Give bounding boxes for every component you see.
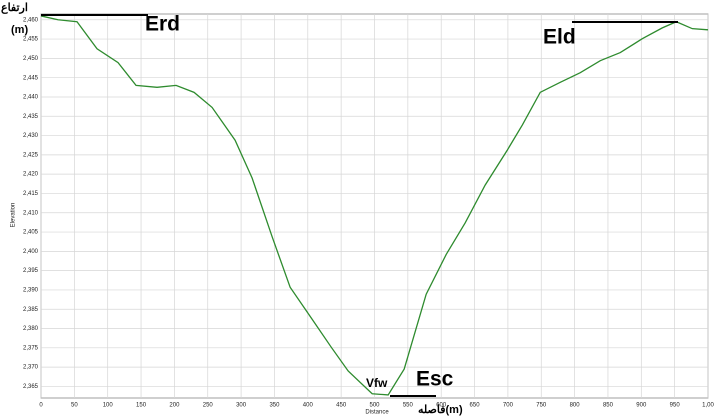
y-tick-label: 2,400 xyxy=(23,249,39,255)
x-tick-label: 1,00 xyxy=(702,403,714,409)
y-tick-label: 2,365 xyxy=(23,384,39,390)
grid xyxy=(40,14,709,398)
x-tick-label: 750 xyxy=(536,403,547,409)
x-tick-label: 400 xyxy=(303,403,314,409)
y-tick-label: 2,375 xyxy=(23,345,39,351)
x-tick-label: 350 xyxy=(269,403,280,409)
x-tick-label: 300 xyxy=(236,403,247,409)
y-unit: (m) xyxy=(11,24,28,36)
x-tick-label: 50 xyxy=(71,403,78,409)
y-axis-title: Elevation xyxy=(11,203,17,228)
x-tick-label: 200 xyxy=(169,403,180,409)
y-tick-label: 2,385 xyxy=(23,307,39,313)
y-tick-label: 2,435 xyxy=(23,114,39,120)
y-tick-label: 2,395 xyxy=(23,268,39,274)
y-tick-label: 2,410 xyxy=(23,210,39,216)
erd-label: Erd xyxy=(145,13,180,36)
x-tick-label: 950 xyxy=(670,403,681,409)
x-tick-label: 500 xyxy=(369,403,380,409)
y-tick-label: 2,420 xyxy=(23,172,39,178)
y-tick-label: 2,440 xyxy=(23,95,39,101)
profile-line xyxy=(40,15,709,396)
y-tick-label: 2,445 xyxy=(23,75,39,81)
x-tick-label: 550 xyxy=(403,403,414,409)
x-tick-label: 150 xyxy=(136,403,147,409)
vfw-label: Vfw xyxy=(366,376,388,390)
y-tick-label: 2,390 xyxy=(23,288,39,294)
x-tick-label: 600 xyxy=(436,403,447,409)
y-tick-label: 2,450 xyxy=(23,56,39,62)
y-tick-label: 2,405 xyxy=(23,230,39,236)
x-tick-label: 800 xyxy=(570,403,581,409)
x-tick-label: 450 xyxy=(336,403,347,409)
x-tick-label: 0 xyxy=(39,403,43,409)
y-unit-fa: ارتفاع xyxy=(1,2,28,14)
x-tick-label: 250 xyxy=(203,403,214,409)
y-tick-label: 2,380 xyxy=(23,326,39,332)
y-tick-label: 2,455 xyxy=(23,37,39,43)
x-tick-label: 700 xyxy=(503,403,514,409)
x-tick-label: 850 xyxy=(603,403,614,409)
x-tick-label: 650 xyxy=(470,403,481,409)
x-tick-label: 100 xyxy=(103,403,114,409)
esc-label: Esc xyxy=(416,368,454,391)
eld-label: Eld xyxy=(543,26,576,49)
y-tick-label: 2,430 xyxy=(23,133,39,139)
y-tick-label: 2,370 xyxy=(23,365,39,371)
y-tick-label: 2,425 xyxy=(23,152,39,158)
y-tick-label: 2,460 xyxy=(23,17,39,23)
x-tick-label: 900 xyxy=(636,403,647,409)
y-tick-label: 2,415 xyxy=(23,191,39,197)
x-axis-title: Distance xyxy=(365,410,389,416)
x-unit-fa: فاصله(m) xyxy=(418,404,463,416)
